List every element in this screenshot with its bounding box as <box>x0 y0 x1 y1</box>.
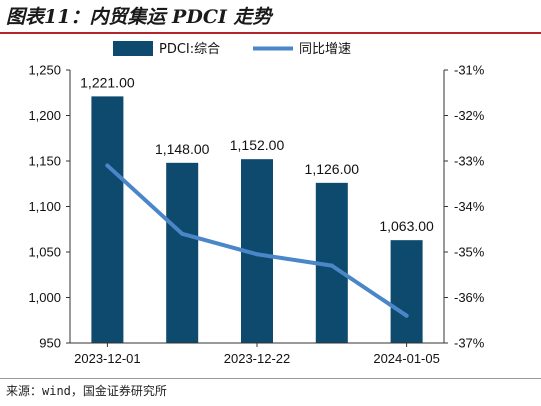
legend: PDCI:综合 同比增速 <box>113 41 351 57</box>
chart-title: 图表11：内贸集运 PDCI 走势 <box>6 6 272 28</box>
y-right-tick-label: -37% <box>454 336 485 351</box>
chart-svg: PDCI:综合 同比增速 1,221.00 1,148.00 1,152.00 1,12… <box>28 41 485 367</box>
y-left-tick-label: 1,200 <box>28 108 61 123</box>
y-right-tick-label: -31% <box>454 63 485 78</box>
title-rule <box>0 32 541 34</box>
y-right-tick-label: -32% <box>454 108 485 123</box>
bar-data-label: 1,148.00 <box>155 141 210 157</box>
legend-bar-label: PDCI:综合 <box>159 42 220 57</box>
bar-data-label: 1,063.00 <box>379 218 434 234</box>
source-note: 来源：wind，国金证券研究所 <box>6 384 167 398</box>
y-left-tick-label: 1,150 <box>28 154 61 169</box>
bar <box>166 162 199 343</box>
line-point <box>180 231 185 236</box>
y-left-tick-label: 1,250 <box>28 63 61 78</box>
x-tick-label: 2023-12-22 <box>224 351 291 366</box>
y-right-tick-label: -33% <box>454 154 485 169</box>
line-group <box>105 163 409 318</box>
y-left-tick-label: 950 <box>39 336 61 351</box>
y-right-tick-label: -36% <box>454 290 485 305</box>
bars-group <box>91 96 423 343</box>
bar-data-label: 1,221.00 <box>80 74 135 90</box>
data-labels-group: 1,221.00 1,148.00 1,152.00 1,126.00 1,063.00 <box>80 74 434 234</box>
y-right-tick-label: -34% <box>454 199 485 214</box>
bottom-rule <box>0 378 541 379</box>
line-point <box>329 263 334 268</box>
legend-line-label: 同比增速 <box>299 42 351 57</box>
bar <box>390 240 423 343</box>
bar-data-label: 1,152.00 <box>230 137 285 153</box>
legend-bar-swatch <box>113 41 153 56</box>
y-right-tick-label: -35% <box>454 245 485 260</box>
x-tick-label: 2024-01-05 <box>373 351 440 366</box>
bar <box>91 96 124 343</box>
bar-data-label: 1,126.00 <box>305 161 360 177</box>
y-left-tick-label: 1,100 <box>28 199 61 214</box>
y-left-tick-label: 1,000 <box>28 290 61 305</box>
line-point <box>404 313 409 318</box>
x-tick-label: 2023-12-01 <box>74 351 141 366</box>
line-point <box>255 252 259 257</box>
line-point <box>105 163 110 168</box>
y-left-tick-label: 1,050 <box>28 245 61 260</box>
axes-group: 950 1,000 1,050 1,100 1,150 1,200 1,250 -37% -36… <box>28 63 484 367</box>
